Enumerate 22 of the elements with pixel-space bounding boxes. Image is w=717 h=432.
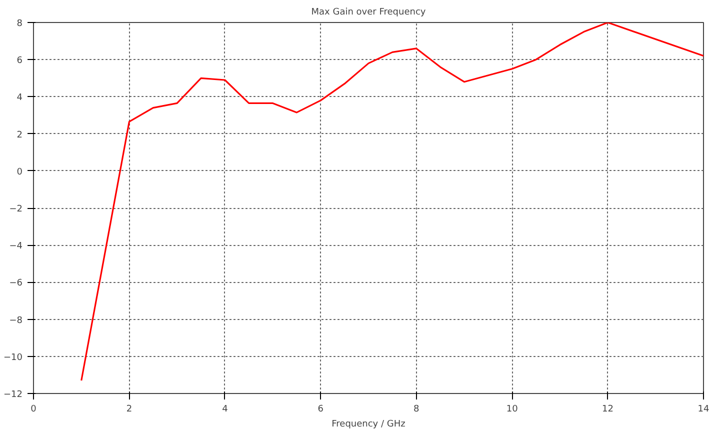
x-tick-label: 14 [698,404,710,414]
y-tick-label: −8 [9,316,23,326]
x-axis-title: Frequency / GHz [332,420,406,430]
x-tick-label: 2 [126,404,132,414]
chart-title: Max Gain over Frequency [311,8,426,18]
x-tick-label: 6 [318,404,324,414]
y-tick-label: 6 [16,56,23,66]
y-tick-label: −10 [4,352,23,363]
y-tick-label: 8 [16,19,23,29]
x-tick-label: 10 [506,404,518,414]
y-tick-label: −12 [4,390,23,400]
x-tick-label: 4 [222,404,228,414]
x-tick-label: 12 [602,404,614,414]
x-tick-label: 8 [413,404,420,414]
y-tick-label: 0 [16,167,23,178]
y-tick-label: 4 [16,93,23,104]
y-tick-label: −2 [9,204,23,214]
y-tick-label: 2 [16,130,23,140]
line-series [80,22,704,382]
x-tick-label: 0 [30,404,37,414]
y-tick-label: −4 [9,242,23,252]
y-tick-label: −6 [9,278,23,289]
